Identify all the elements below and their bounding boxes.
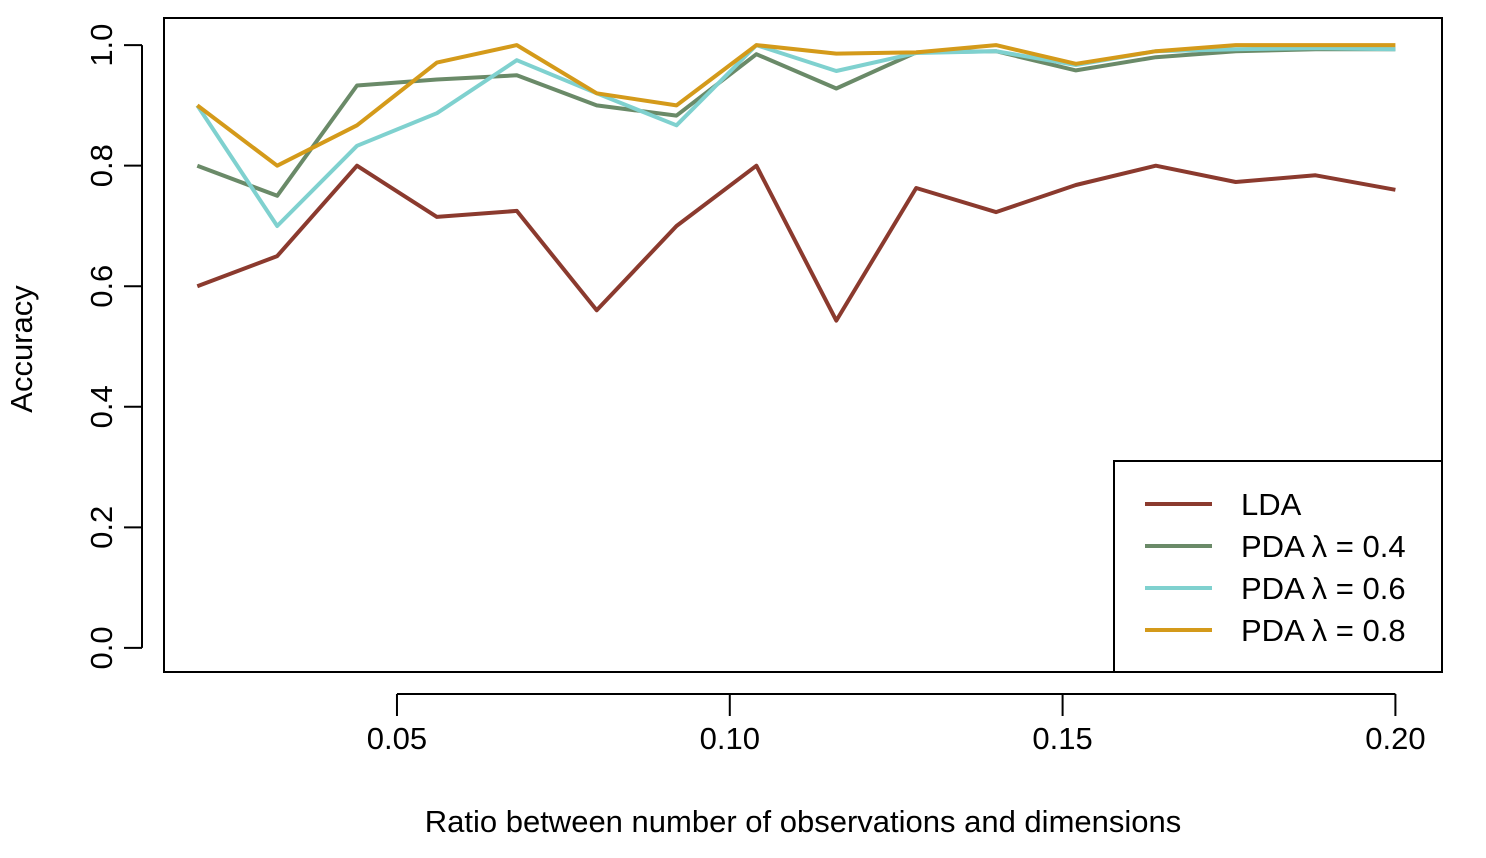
x-tick-label: 0.20 xyxy=(1365,721,1425,756)
plot-frame xyxy=(163,17,1443,673)
series-line-1 xyxy=(196,47,1396,198)
series-line-3 xyxy=(196,43,1396,168)
legend: LDA PDA λ = 0.4 PDA λ = 0.6 PDA λ = 0.8 xyxy=(1113,460,1443,673)
legend-items: LDA PDA λ = 0.4 PDA λ = 0.6 PDA λ = 0.8 xyxy=(1145,487,1406,648)
y-tick-label: 0.0 xyxy=(84,626,119,669)
series-line-2 xyxy=(195,43,1396,228)
y-tick-label: 1.0 xyxy=(84,24,119,67)
y-axis: 0.0 0.2 0.4 0.6 0.8 1.0 xyxy=(84,24,143,669)
y-tick-label: 0.4 xyxy=(84,385,119,428)
series-lines xyxy=(195,43,1396,323)
y-tick-label: 0.2 xyxy=(84,506,119,549)
series-line-0 xyxy=(196,163,1396,323)
y-axis-label: Accuracy xyxy=(4,285,39,413)
y-tick-label: 0.6 xyxy=(84,265,119,308)
x-tick-label: 0.05 xyxy=(367,721,427,756)
legend-label-3: PDA λ = 0.8 xyxy=(1241,613,1406,648)
x-axis-label: Ratio between number of observations and… xyxy=(425,804,1182,839)
legend-label-0: LDA xyxy=(1241,487,1302,522)
y-tick-label: 0.8 xyxy=(84,144,119,187)
x-tick-label: 0.10 xyxy=(700,721,760,756)
legend-label-2: PDA λ = 0.6 xyxy=(1241,571,1406,606)
legend-box xyxy=(1113,460,1443,673)
x-axis: 0.05 0.10 0.15 0.20 xyxy=(367,693,1426,756)
legend-label-1: PDA λ = 0.4 xyxy=(1241,529,1406,564)
x-tick-label: 0.15 xyxy=(1032,721,1092,756)
